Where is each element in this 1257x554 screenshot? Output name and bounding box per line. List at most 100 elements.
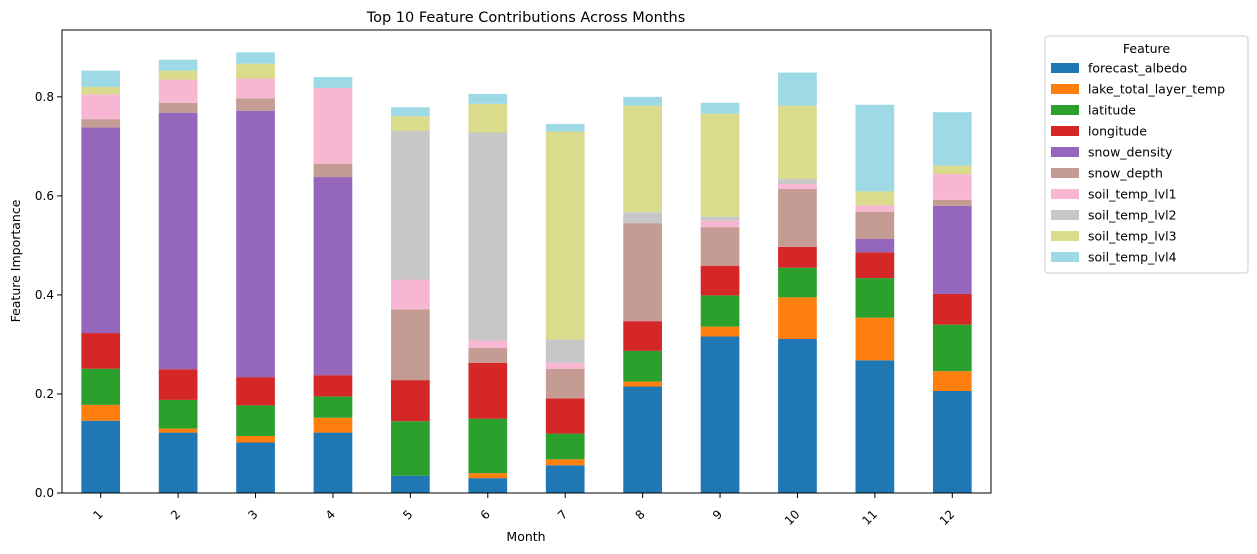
bar-snow-density-month-3	[236, 110, 275, 378]
bar-soil-temp-lvl3-month-2	[158, 70, 198, 80]
bar-latitude-month-9	[700, 295, 740, 327]
legend-label-latitude: latitude	[1088, 103, 1136, 118]
plot-frame	[61, 29, 992, 494]
bar-forecast-albedo-month-1	[81, 420, 121, 493]
bar-snow-density-month-2	[158, 112, 198, 370]
bar-soil-temp-lvl3-month-10	[778, 105, 817, 180]
bar-forecast-albedo-month-9	[700, 336, 740, 493]
plot-area	[81, 52, 972, 493]
bar-forecast-albedo-month-12	[932, 390, 972, 493]
bar-soil-temp-lvl2-month-9	[700, 216, 740, 221]
y-tick-label: 0.8	[35, 90, 54, 104]
bar-soil-temp-lvl3-month-8	[623, 105, 662, 213]
legend-swatch-forecast-albedo	[1051, 63, 1079, 73]
y-tick-label: 0.6	[35, 189, 54, 203]
bar-lake-total-layer-temp-month-7	[545, 459, 585, 466]
bar-latitude-month-11	[855, 278, 895, 318]
x-tick-label: 12	[937, 507, 958, 528]
bar-snow-depth-month-5	[391, 309, 430, 381]
bar-longitude-month-3	[236, 377, 275, 406]
bar-latitude-month-2	[158, 399, 198, 429]
bar-snow-density-month-1	[81, 127, 121, 334]
bar-longitude-month-6	[468, 362, 508, 419]
bar-longitude-month-10	[778, 246, 817, 268]
bar-soil-temp-lvl3-month-3	[236, 63, 275, 79]
bar-lake-total-layer-temp-month-8	[623, 381, 662, 387]
bar-soil-temp-lvl4-month-11	[855, 104, 895, 192]
y-tick-label: 0.2	[35, 387, 54, 401]
bar-soil-temp-lvl4-month-3	[236, 52, 275, 64]
bar-soil-temp-lvl4-month-2	[158, 59, 198, 71]
bar-snow-depth-month-8	[623, 223, 662, 322]
bar-longitude-month-11	[855, 252, 895, 279]
legend-label-lake-total-layer-temp: lake_total_layer_temp	[1088, 82, 1225, 97]
bar-snow-density-month-4	[313, 177, 353, 376]
legend-frame	[1044, 35, 1249, 274]
bar-forecast-albedo-month-4	[313, 432, 353, 493]
bar-soil-temp-lvl1-month-10	[778, 184, 817, 189]
bar-soil-temp-lvl2-month-5	[391, 131, 430, 280]
bar-forecast-albedo-month-8	[623, 386, 662, 493]
bar-soil-temp-lvl4-month-7	[545, 124, 585, 132]
bar-soil-temp-lvl1-month-3	[236, 78, 275, 99]
bar-soil-temp-lvl1-month-5	[391, 279, 430, 310]
bar-forecast-albedo-month-3	[236, 442, 275, 493]
bar-snow-depth-month-11	[855, 211, 895, 239]
bar-latitude-month-6	[468, 418, 508, 474]
bar-soil-temp-lvl4-month-4	[313, 77, 353, 88]
bar-snow-depth-month-4	[313, 163, 353, 178]
bar-soil-temp-lvl4-month-6	[468, 93, 508, 104]
legend-swatch-snow-depth	[1051, 168, 1079, 178]
bar-longitude-month-1	[81, 333, 121, 369]
legend-swatch-longitude	[1051, 126, 1079, 136]
legend: Feature forecast_albedo lake_total_layer_t…	[1044, 35, 1249, 274]
bar-soil-temp-lvl3-month-1	[81, 86, 121, 95]
legend-swatch-latitude	[1051, 105, 1079, 115]
legend-label-soil-temp-lvl1: soil_temp_lvl1	[1088, 187, 1177, 202]
bar-soil-temp-lvl4-month-9	[700, 102, 740, 114]
bar-soil-temp-lvl4-month-12	[932, 112, 972, 166]
bar-forecast-albedo-month-11	[855, 360, 895, 493]
bar-latitude-month-8	[623, 350, 662, 382]
legend-swatch-lake-total-layer-temp	[1051, 84, 1079, 94]
x-tick-label: 11	[859, 507, 880, 528]
bar-soil-temp-lvl1-month-9	[700, 220, 740, 228]
x-tick-label: 10	[782, 507, 803, 528]
bar-longitude-month-7	[545, 398, 585, 434]
x-axis-label: Month	[506, 529, 545, 544]
y-tick-label: 0.0	[35, 486, 54, 500]
bar-latitude-month-3	[236, 405, 275, 437]
x-tick-label: 9	[710, 507, 725, 522]
bar-lake-total-layer-temp-month-6	[468, 473, 508, 479]
x-tick-label: 2	[168, 507, 183, 522]
bar-snow-depth-month-1	[81, 119, 121, 128]
bar-soil-temp-lvl3-month-9	[700, 113, 740, 217]
legend-label-soil-temp-lvl2: soil_temp_lvl2	[1088, 208, 1177, 223]
legend-swatch-soil-temp-lvl2	[1051, 210, 1079, 220]
x-tick-label: 7	[555, 507, 570, 522]
bar-snow-density-month-12	[932, 205, 972, 294]
bar-latitude-month-4	[313, 396, 353, 418]
legend-swatch-soil-temp-lvl3	[1051, 231, 1079, 241]
bar-snow-density-month-11	[855, 238, 895, 253]
chart-title: Top 10 Feature Contributions Across Mont…	[366, 10, 686, 26]
bar-latitude-month-7	[545, 433, 585, 460]
legend-label-soil-temp-lvl3: soil_temp_lvl3	[1088, 229, 1177, 244]
bar-soil-temp-lvl2-month-8	[623, 212, 662, 224]
y-axis: 0.0 0.2 0.4 0.6 0.8	[35, 90, 62, 500]
bar-snow-depth-month-3	[236, 98, 275, 111]
legend-label-snow-density: snow_density	[1088, 145, 1173, 160]
legend-swatch-snow-density	[1051, 147, 1079, 157]
legend-label-forecast-albedo: forecast_albedo	[1088, 61, 1187, 76]
legend-label-snow-depth: snow_depth	[1088, 166, 1163, 181]
bar-snow-depth-month-9	[700, 227, 740, 266]
bar-latitude-month-10	[778, 267, 817, 298]
legend-swatch-soil-temp-lvl4	[1051, 252, 1079, 262]
bar-lake-total-layer-temp-month-12	[932, 371, 972, 391]
bar-forecast-albedo-month-10	[778, 339, 817, 493]
x-tick-label: 1	[91, 507, 106, 522]
bar-forecast-albedo-month-7	[545, 465, 585, 493]
legend-label-longitude: longitude	[1088, 124, 1147, 139]
bar-soil-temp-lvl4-month-8	[623, 96, 662, 106]
